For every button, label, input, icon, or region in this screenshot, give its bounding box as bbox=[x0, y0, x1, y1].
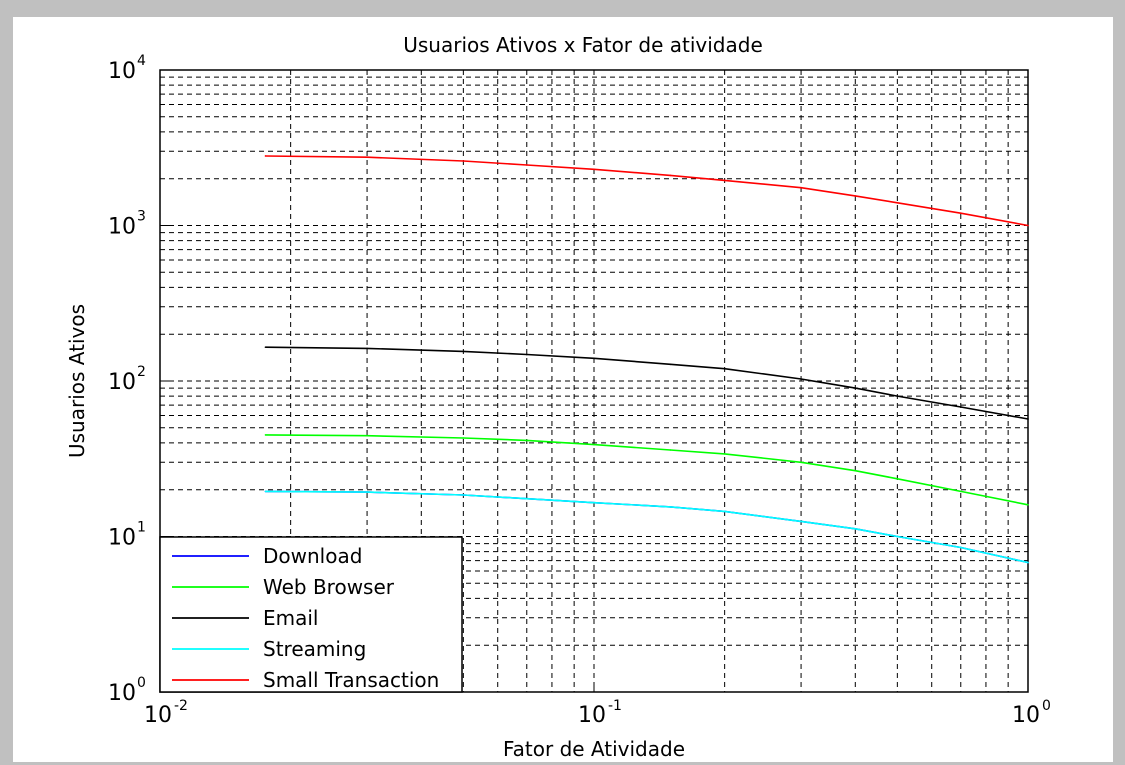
data-point-web-browser bbox=[800, 461, 802, 464]
data-point-web-browser bbox=[366, 434, 368, 437]
data-point-streaming bbox=[1027, 561, 1029, 564]
legend-label-web-browser: Web Browser bbox=[263, 575, 395, 599]
data-point-streaming bbox=[264, 490, 267, 493]
y-tick-label: 10 bbox=[108, 526, 136, 551]
y-tick-label: 10 bbox=[108, 370, 136, 395]
data-point-email bbox=[896, 395, 899, 397]
legend-label-small-transaction: Small Transaction bbox=[263, 668, 439, 692]
series-line-small-transaction bbox=[265, 155, 1029, 227]
data-point-email bbox=[723, 367, 726, 370]
data-point-small-transaction bbox=[593, 168, 595, 171]
y-tick-exponent: 1 bbox=[137, 520, 146, 536]
legend-label-email: Email bbox=[263, 606, 319, 630]
data-point-email bbox=[366, 347, 368, 350]
data-point-web-browser bbox=[723, 453, 726, 455]
data-point-small-transaction bbox=[462, 160, 465, 162]
data-point-small-transaction bbox=[896, 201, 899, 204]
y-tick-label: 10 bbox=[108, 681, 136, 706]
data-point-web-browser bbox=[593, 443, 595, 446]
data-point-small-transaction bbox=[723, 179, 726, 182]
y-tick-exponent: 3 bbox=[137, 209, 146, 225]
data-point-web-browser bbox=[462, 437, 465, 439]
y-tick-exponent: 0 bbox=[137, 675, 146, 691]
data-point-streaming bbox=[959, 546, 962, 549]
data-point-web-browser bbox=[854, 469, 857, 472]
series-streaming bbox=[264, 490, 1029, 564]
chart-title: Usuarios Ativos x Fator de atividade bbox=[403, 33, 763, 57]
data-point-streaming bbox=[525, 497, 528, 500]
data-point-web-browser bbox=[959, 490, 962, 493]
data-point-small-transaction bbox=[800, 186, 802, 189]
data-point-streaming bbox=[366, 491, 368, 493]
data-point-small-transaction bbox=[1027, 224, 1029, 227]
series-email bbox=[264, 346, 1029, 420]
legend-label-download: Download bbox=[263, 544, 362, 568]
data-point-small-transaction bbox=[959, 212, 962, 214]
data-point-small-transaction bbox=[669, 174, 672, 177]
x-tick-exponent: -2 bbox=[174, 698, 188, 714]
series-small-transaction bbox=[264, 155, 1029, 227]
data-point-email bbox=[264, 346, 267, 348]
x-tick-exponent: -1 bbox=[608, 698, 622, 714]
data-point-small-transaction bbox=[525, 164, 528, 166]
y-axis-label: Usuarios Ativos bbox=[65, 304, 89, 458]
data-point-web-browser bbox=[1027, 503, 1029, 506]
legend-label-streaming: Streaming bbox=[263, 637, 366, 661]
data-point-small-transaction bbox=[854, 195, 857, 197]
series-line-web-browser bbox=[265, 434, 1029, 506]
data-point-streaming bbox=[669, 506, 672, 508]
data-point-web-browser bbox=[896, 477, 899, 480]
data-point-email bbox=[669, 363, 672, 366]
data-point-email bbox=[525, 353, 528, 356]
data-point-streaming bbox=[723, 510, 726, 513]
axis-ticks: 10 -2 10 -1 10 010 010 110 210 310 4 bbox=[108, 53, 1051, 728]
data-point-web-browser bbox=[669, 449, 672, 451]
data-point-email bbox=[854, 387, 857, 389]
legend: Download Web Browser Email Streaming Small T… bbox=[159, 536, 463, 693]
data-point-email bbox=[462, 350, 465, 353]
legend-box bbox=[159, 536, 463, 693]
data-point-streaming bbox=[800, 520, 802, 523]
x-tick-label: 10 bbox=[144, 703, 172, 728]
data-point-small-transaction bbox=[366, 156, 368, 158]
data-point-web-browser bbox=[525, 439, 528, 442]
series-line-streaming bbox=[265, 490, 1029, 564]
data-point-email bbox=[959, 406, 962, 408]
x-tick-label: 10 bbox=[1012, 703, 1040, 728]
series-line-email bbox=[265, 346, 1029, 420]
x-tick-exponent: 0 bbox=[1042, 698, 1051, 714]
series-web-browser bbox=[264, 434, 1029, 506]
data-point-email bbox=[800, 378, 802, 380]
x-tick-label: 10 bbox=[578, 703, 606, 728]
y-tick-exponent: 4 bbox=[137, 53, 146, 69]
data-point-web-browser bbox=[264, 434, 267, 436]
y-tick-exponent: 2 bbox=[137, 364, 146, 380]
data-point-streaming bbox=[896, 535, 899, 538]
data-point-email bbox=[1027, 418, 1029, 420]
data-point-email bbox=[593, 357, 595, 360]
data-point-streaming bbox=[462, 494, 465, 496]
y-tick-label: 10 bbox=[108, 59, 136, 84]
data-point-streaming bbox=[593, 501, 595, 504]
data-point-small-transaction bbox=[264, 155, 267, 157]
data-point-streaming bbox=[854, 528, 857, 530]
x-axis-label: Fator de Atividade bbox=[503, 737, 685, 761]
y-tick-label: 10 bbox=[108, 215, 136, 240]
series-layer bbox=[264, 155, 1029, 564]
